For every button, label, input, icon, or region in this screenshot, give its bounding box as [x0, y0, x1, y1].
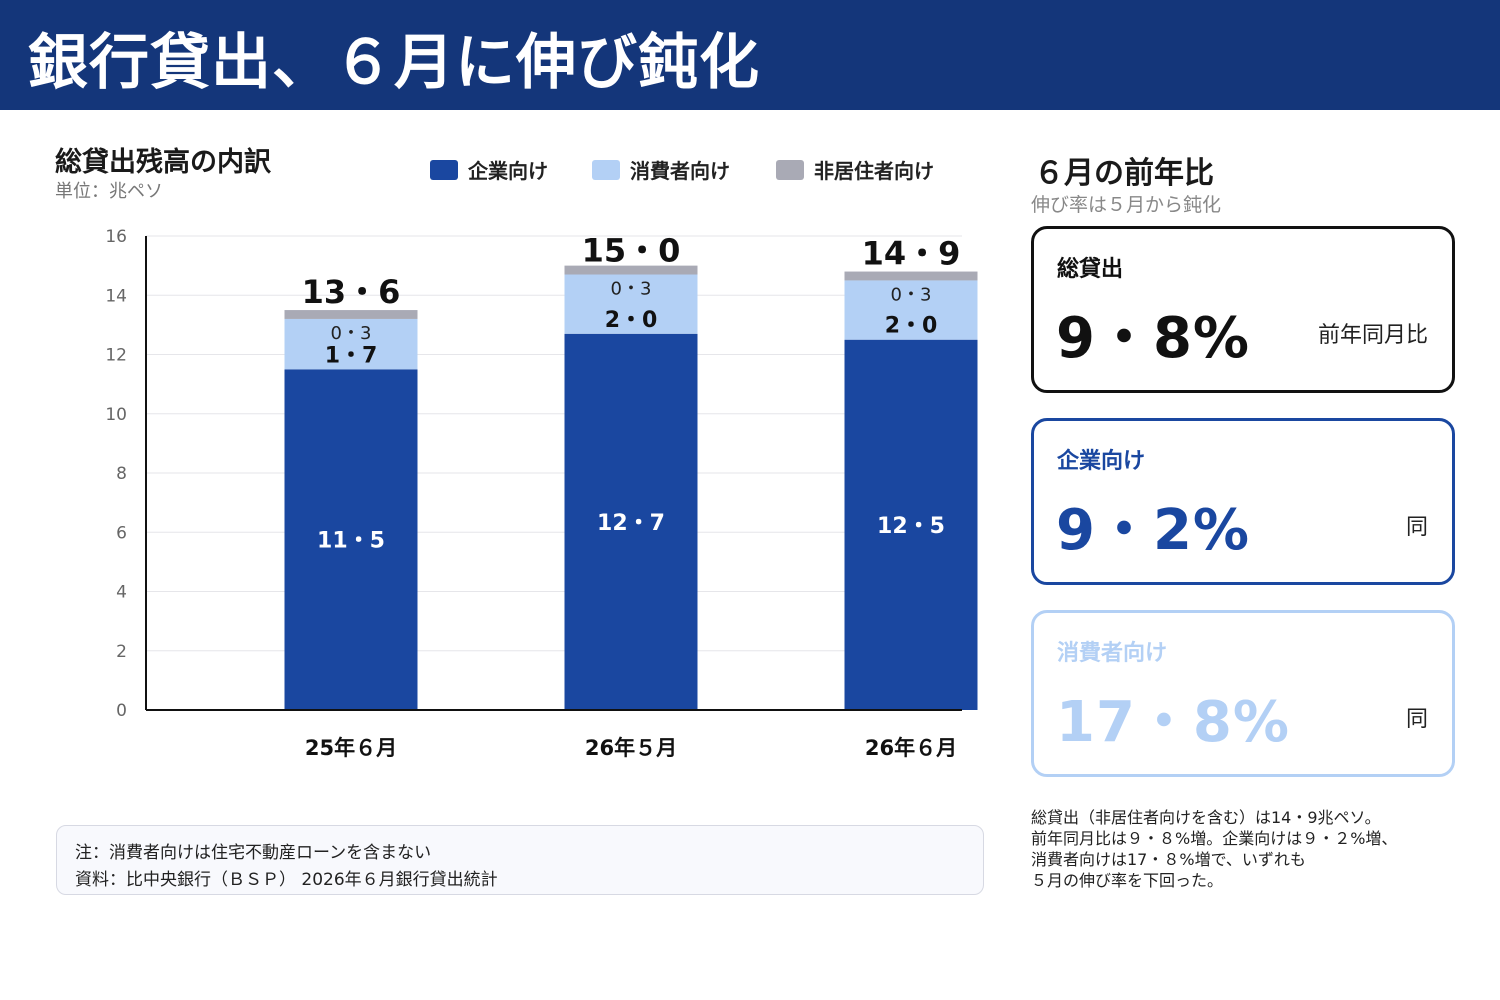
- data-label-consumer: 2・0: [605, 308, 658, 333]
- data-label-corporate: 12・7: [597, 511, 665, 536]
- y-tick-label: 10: [105, 405, 127, 425]
- card-value: 17・8%: [1056, 690, 1291, 755]
- x-tick-label: 26年６月: [865, 736, 957, 760]
- stacked-bar-chart: 024681012141611・51・70・313・625年６月12・72・00…: [105, 227, 978, 760]
- legend-label-corporate: 企業向け: [468, 159, 548, 183]
- data-label-corporate: 12・5: [877, 514, 945, 539]
- note-line: 注：消費者向けは住宅不動産ローンを含まない: [75, 843, 432, 863]
- bar-segment-corporate: [564, 333, 698, 710]
- chart-title: 総貸出残高の内訳: [55, 147, 271, 178]
- bar-segment-corporate: [844, 339, 978, 710]
- y-tick-label: 12: [105, 346, 127, 366]
- header-banner: 銀行貸出、６月に伸び鈍化: [0, 0, 1500, 110]
- y-tick-label: 14: [105, 286, 127, 306]
- yoy-title: ６月の前年比: [1034, 156, 1214, 191]
- x-tick-label: 25年６月: [305, 736, 397, 760]
- bar-segment-consumer: [564, 274, 698, 334]
- summary-line: 総貸出（非居住者向けを含む）は14・9兆ペソ。: [1031, 808, 1381, 827]
- legend-swatch-nonresident: [776, 159, 804, 180]
- data-label-consumer: 1・7: [325, 343, 378, 368]
- summary-text: 総貸出（非居住者向けを含む）は14・9兆ペソ。 前年同月比は９・８%増。企業向け…: [1031, 807, 1471, 891]
- data-label-nonresident: 0・3: [331, 323, 372, 344]
- card-label: 総貸出: [1057, 257, 1124, 282]
- data-label-nonresident: 0・3: [891, 284, 932, 305]
- data-label-consumer: 2・0: [885, 314, 938, 339]
- bar-segment-consumer: [284, 318, 418, 370]
- legend-swatch-consumer: [592, 159, 620, 180]
- total-label: 13・6: [302, 273, 401, 311]
- y-tick-label: 8: [116, 464, 127, 484]
- card-label: 企業向け: [1057, 449, 1146, 474]
- source-line: 資料：比中央銀行（ＢＳＰ） 2026年６月銀行貸出統計: [75, 870, 498, 890]
- legend-item-nonresident: 非居住者向け: [776, 155, 934, 184]
- x-tick-label: 26年５月: [585, 736, 677, 760]
- bar-segment-consumer: [844, 280, 978, 340]
- card-note: 前年同月比: [1317, 323, 1428, 348]
- notes-box: 注：消費者向けは住宅不動産ローンを含まない 資料：比中央銀行（ＢＳＰ） 2026…: [56, 825, 984, 895]
- card-value: 9・8%: [1056, 306, 1251, 371]
- summary-line: ５月の伸び率を下回った。: [1031, 871, 1224, 890]
- bar-segment-nonresident: [844, 271, 978, 281]
- card-label: 消費者向け: [1057, 641, 1168, 666]
- yoy-card-consumer: 消費者向け 17・8% 同: [1031, 610, 1455, 777]
- legend-label-consumer: 消費者向け: [630, 159, 730, 183]
- summary-line: 消費者向けは17・８%増で、いずれも: [1031, 850, 1306, 869]
- legend-label-nonresident: 非居住者向け: [814, 159, 934, 183]
- card-value: 9・2%: [1056, 498, 1251, 563]
- y-tick-label: 6: [116, 523, 127, 543]
- total-label: 15・0: [582, 232, 681, 270]
- legend-swatch-corporate: [430, 159, 458, 180]
- page-title: 銀行貸出、６月に伸び鈍化: [28, 28, 760, 98]
- bar-segment-nonresident: [284, 310, 418, 319]
- chart-unit: 単位：兆ペソ: [55, 181, 163, 202]
- bar-segment-corporate: [284, 369, 418, 710]
- card-note: 同: [1405, 707, 1428, 732]
- y-tick-label: 4: [116, 583, 127, 603]
- legend-item-consumer: 消費者向け: [592, 155, 730, 184]
- bar-segment-nonresident: [564, 265, 698, 275]
- yoy-subtitle: 伸び率は５月から鈍化: [1031, 194, 1222, 216]
- data-label-corporate: 11・5: [317, 529, 385, 554]
- yoy-card-corporate: 企業向け 9・2% 同: [1031, 418, 1455, 585]
- card-note: 同: [1405, 515, 1428, 540]
- y-tick-label: 16: [105, 227, 127, 247]
- summary-line: 前年同月比は９・８%増。企業向けは９・２%増、: [1031, 829, 1398, 848]
- total-label: 14・9: [862, 235, 961, 273]
- data-label-nonresident: 0・3: [611, 279, 652, 300]
- y-tick-label: 2: [116, 642, 127, 662]
- legend-item-corporate: 企業向け: [430, 155, 548, 184]
- yoy-card-total: 総貸出 9・8% 前年同月比: [1031, 226, 1455, 393]
- y-tick-label: 0: [116, 701, 127, 721]
